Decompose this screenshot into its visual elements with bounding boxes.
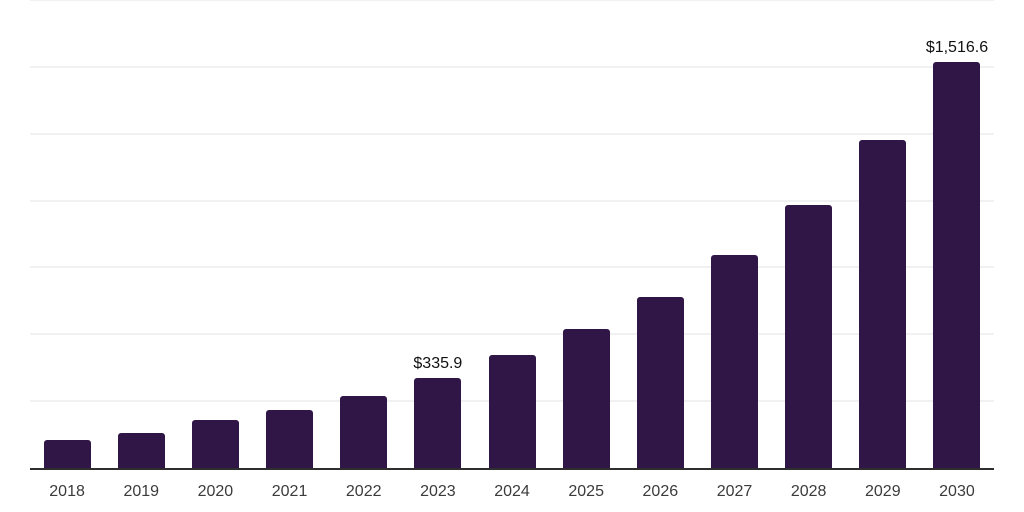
bar-cell-2026 [623, 0, 697, 468]
bar-cell-2027 [697, 0, 771, 468]
bar-cell-2024 [475, 0, 549, 468]
bar-value-label-2030: $1,516.6 [925, 39, 989, 57]
bar-value-label-2023: $335.9 [413, 355, 463, 373]
bar-cell-2021 [252, 0, 326, 468]
gridline [30, 266, 994, 269]
x-tick-2019: 2019 [123, 483, 160, 500]
bar-2025 [562, 329, 610, 468]
bar-2028 [785, 204, 833, 468]
bar-cell-2018 [30, 0, 104, 468]
bar-cell-2029 [846, 0, 920, 468]
gridline [30, 65, 994, 68]
x-tick-2023: 2023 [420, 483, 456, 500]
gridline [30, 0, 994, 1]
bar-2020 [191, 420, 239, 468]
bar-cell-2025 [549, 0, 623, 468]
x-tick-2029: 2029 [865, 483, 901, 500]
bar-2027 [710, 254, 758, 468]
bar-cell-2022 [327, 0, 401, 468]
bar-cell-2019 [104, 0, 178, 468]
x-tick-2018: 2018 [49, 483, 85, 500]
bar-2024 [488, 355, 536, 468]
x-tick-2020: 2020 [197, 483, 234, 500]
bar-2023 [414, 378, 462, 468]
bar-2019 [117, 433, 165, 468]
bar-2026 [636, 296, 684, 468]
x-tick-2030: 2030 [939, 483, 975, 500]
bars-row: $335.9 $1,516.6 [30, 0, 994, 468]
x-tick-2022: 2022 [345, 483, 382, 500]
bar-cell-2023: $335.9 [401, 0, 475, 468]
bar-cell-2020 [178, 0, 252, 468]
bar-2021 [266, 409, 314, 468]
plot-area: $335.9 $1,516.6 [30, 0, 994, 470]
gridline [30, 132, 994, 135]
gridline [30, 199, 994, 202]
x-tick-2026: 2026 [642, 483, 679, 500]
x-axis-labels: 2018 2019 2020 2021 2022 2023 2024 2025 2026 2027… [30, 480, 994, 504]
bar-2022 [340, 395, 388, 468]
x-tick-2027: 2027 [716, 483, 753, 500]
x-tick-2024: 2024 [494, 483, 530, 500]
bar-2030 [933, 62, 981, 468]
bar-cell-2030: $1,516.6 [920, 0, 994, 468]
bar-2029 [859, 140, 907, 468]
x-tick-2021: 2021 [271, 483, 308, 500]
bar-2018 [43, 439, 91, 468]
gridline [30, 333, 994, 336]
x-tick-2025: 2025 [568, 483, 604, 500]
bar-cell-2028 [772, 0, 846, 468]
x-tick-2028: 2028 [790, 483, 827, 500]
